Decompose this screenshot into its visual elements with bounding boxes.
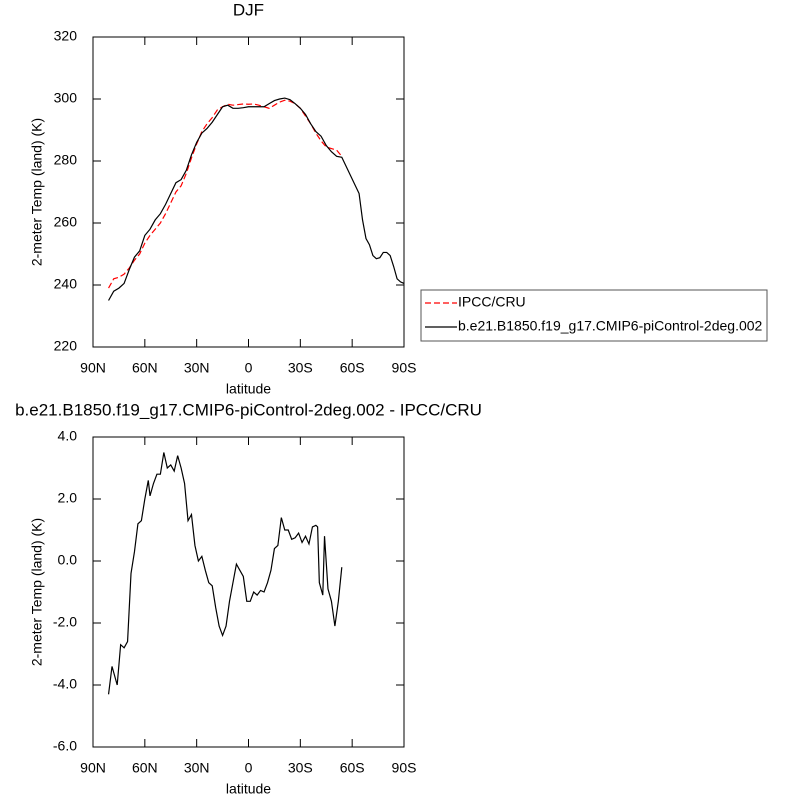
y-tick-label: 2.0: [58, 490, 78, 506]
legend: IPCC/CRU b.e21.B1850.f19_g17.CMIP6-piCont…: [420, 289, 768, 342]
y-tick-label: -4.0: [53, 676, 77, 692]
legend-label: IPCC/CRU: [458, 294, 526, 310]
y-tick-label: -2.0: [53, 614, 77, 630]
x-tick-label: 90N: [80, 760, 106, 776]
x-tick-label: 90N: [80, 360, 106, 376]
x-tick-label: 0: [245, 760, 253, 776]
y-tick-label: 280: [54, 152, 78, 168]
x-tick-label: 30N: [184, 360, 210, 376]
data-line: [107, 452, 343, 695]
x-tick-label: 30N: [184, 760, 210, 776]
y-tick-label: 260: [54, 214, 78, 230]
y-axis-label: 2-meter Temp (land) (K): [29, 518, 45, 666]
x-tick-label: 60N: [132, 760, 158, 776]
y-tick-label: 220: [54, 338, 78, 354]
x-axis-label: latitude: [226, 381, 271, 397]
plot-frame: [92, 436, 405, 748]
x-tick-label: 0: [245, 360, 253, 376]
y-tick-label: 320: [54, 28, 78, 44]
x-tick-label: 60N: [132, 360, 158, 376]
legend-box: [420, 289, 768, 342]
x-tick-label: 30S: [288, 760, 313, 776]
y-tick-label: 240: [54, 276, 78, 292]
y-axis-label: 2-meter Temp (land) (K): [29, 118, 45, 266]
x-axis-label: latitude: [226, 781, 271, 797]
x-tick-label: 30S: [288, 360, 313, 376]
x-tick-label: 60S: [340, 360, 365, 376]
x-tick-label: 60S: [340, 760, 365, 776]
data-line: [108, 99, 343, 289]
x-tick-label: 90S: [392, 360, 417, 376]
y-tick-label: 0.0: [58, 552, 78, 568]
chart-title: DJF: [233, 0, 264, 19]
y-tick-label: 4.0: [58, 428, 78, 444]
chart-title: b.e21.B1850.f19_g17.CMIP6-piControl-2deg…: [15, 400, 482, 419]
x-tick-label: 90S: [392, 760, 417, 776]
y-tick-label: -6.0: [53, 738, 77, 754]
data-line: [108, 97, 405, 301]
plot-frame: [92, 36, 405, 348]
legend-label: b.e21.B1850.f19_g17.CMIP6-piControl-2deg…: [458, 318, 763, 334]
y-tick-label: 300: [54, 90, 78, 106]
